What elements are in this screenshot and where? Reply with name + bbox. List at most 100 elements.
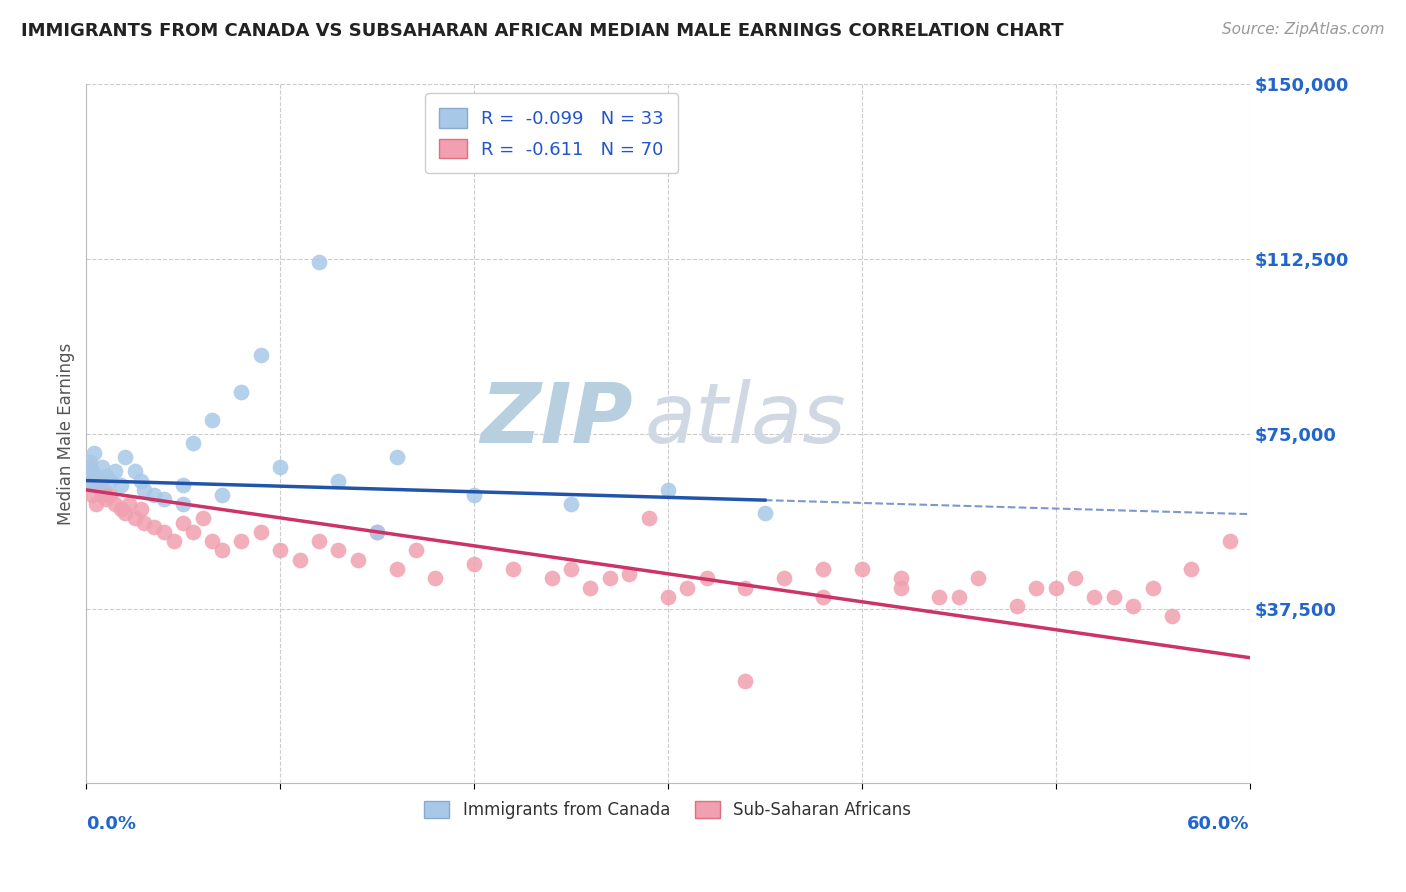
Point	[617, 566, 640, 581]
Point	[211, 487, 233, 501]
Point	[696, 571, 718, 585]
Point	[129, 474, 152, 488]
Point	[676, 581, 699, 595]
Point	[129, 501, 152, 516]
Point	[269, 459, 291, 474]
Point	[211, 543, 233, 558]
Point	[77, 474, 100, 488]
Point	[405, 543, 427, 558]
Text: atlas: atlas	[645, 379, 846, 460]
Point	[79, 459, 101, 474]
Point	[1025, 581, 1047, 595]
Point	[928, 590, 950, 604]
Point	[181, 524, 204, 539]
Point	[143, 520, 166, 534]
Point	[328, 474, 350, 488]
Point	[82, 487, 104, 501]
Point	[754, 506, 776, 520]
Point	[1122, 599, 1144, 614]
Point	[98, 487, 121, 501]
Point	[201, 534, 224, 549]
Point	[94, 469, 117, 483]
Point	[734, 673, 756, 688]
Point	[890, 581, 912, 595]
Point	[77, 474, 100, 488]
Point	[890, 571, 912, 585]
Point	[82, 464, 104, 478]
Point	[269, 543, 291, 558]
Text: ZIP: ZIP	[481, 379, 633, 460]
Point	[657, 590, 679, 604]
Point	[657, 483, 679, 497]
Point	[134, 516, 156, 530]
Point	[79, 455, 101, 469]
Point	[84, 497, 107, 511]
Point	[87, 478, 110, 492]
Point	[124, 464, 146, 478]
Point	[181, 436, 204, 450]
Y-axis label: Median Male Earnings: Median Male Earnings	[58, 343, 75, 525]
Point	[90, 459, 112, 474]
Point	[851, 562, 873, 576]
Point	[463, 558, 485, 572]
Point	[967, 571, 990, 585]
Point	[153, 492, 176, 507]
Point	[124, 511, 146, 525]
Point	[811, 562, 834, 576]
Point	[346, 553, 368, 567]
Point	[308, 254, 330, 268]
Point	[308, 534, 330, 549]
Point	[118, 497, 141, 511]
Point	[579, 581, 602, 595]
Point	[87, 478, 110, 492]
Point	[637, 511, 659, 525]
Text: Source: ZipAtlas.com: Source: ZipAtlas.com	[1222, 22, 1385, 37]
Point	[288, 553, 311, 567]
Point	[425, 571, 447, 585]
Point	[90, 487, 112, 501]
Point	[773, 571, 796, 585]
Point	[104, 497, 127, 511]
Point	[502, 562, 524, 576]
Point	[1045, 581, 1067, 595]
Point	[1064, 571, 1087, 585]
Point	[385, 562, 408, 576]
Point	[153, 524, 176, 539]
Point	[811, 590, 834, 604]
Point	[201, 413, 224, 427]
Point	[734, 581, 756, 595]
Point	[366, 524, 388, 539]
Point	[143, 487, 166, 501]
Legend: Immigrants from Canada, Sub-Saharan Africans: Immigrants from Canada, Sub-Saharan Afri…	[416, 793, 920, 828]
Point	[560, 562, 582, 576]
Point	[1161, 608, 1184, 623]
Point	[948, 590, 970, 604]
Point	[1005, 599, 1028, 614]
Point	[83, 469, 105, 483]
Point	[93, 483, 115, 497]
Point	[231, 534, 253, 549]
Text: 60.0%: 60.0%	[1187, 815, 1250, 833]
Point	[172, 478, 194, 492]
Point	[110, 478, 132, 492]
Point	[1102, 590, 1125, 604]
Point	[89, 474, 111, 488]
Point	[172, 516, 194, 530]
Point	[191, 511, 214, 525]
Point	[249, 348, 271, 362]
Point	[172, 497, 194, 511]
Point	[599, 571, 621, 585]
Point	[1219, 534, 1241, 549]
Point	[328, 543, 350, 558]
Point	[94, 492, 117, 507]
Point	[162, 534, 184, 549]
Point	[110, 501, 132, 516]
Point	[83, 445, 105, 459]
Point	[1180, 562, 1202, 576]
Point	[98, 474, 121, 488]
Point	[560, 497, 582, 511]
Point	[134, 483, 156, 497]
Point	[114, 450, 136, 465]
Point	[249, 524, 271, 539]
Point	[84, 469, 107, 483]
